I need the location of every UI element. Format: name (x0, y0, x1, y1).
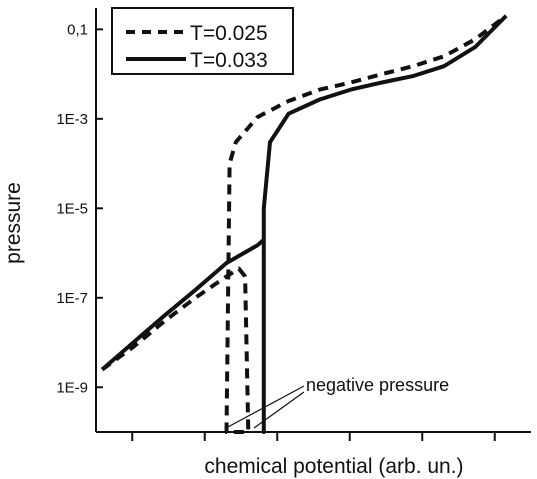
y-tick-label-1: 1E-3 (56, 111, 88, 128)
series-line-1 (101, 14, 508, 434)
annotation-leader-1 (225, 385, 305, 429)
legend: T=0.025 T=0.033 (111, 7, 294, 75)
annotation-text: negative pressure (306, 375, 449, 395)
legend-box (111, 7, 294, 75)
y-tick-label-2: 1E-5 (56, 200, 88, 217)
y-tick-label-4: 1E-9 (56, 379, 88, 396)
y-tick-label-0: 0,1 (67, 21, 88, 38)
y-ticks: 0,1 1E-3 1E-5 1E-7 1E-9 (56, 21, 103, 396)
y-tick-label-3: 1E-7 (56, 290, 88, 307)
x-ticks (131, 432, 496, 441)
annotation-leader-2 (253, 391, 305, 429)
series-line-2 (100, 14, 508, 434)
series-layer (100, 14, 508, 434)
legend-label-series-2: T=0.033 (190, 49, 268, 72)
y-axis-label: pressure (2, 182, 25, 264)
negative-pressure-annotation: negative pressure (225, 375, 449, 429)
legend-label-series-1: T=0.025 (190, 22, 268, 45)
x-axis-label: chemical potential (arb. un.) (204, 455, 463, 478)
